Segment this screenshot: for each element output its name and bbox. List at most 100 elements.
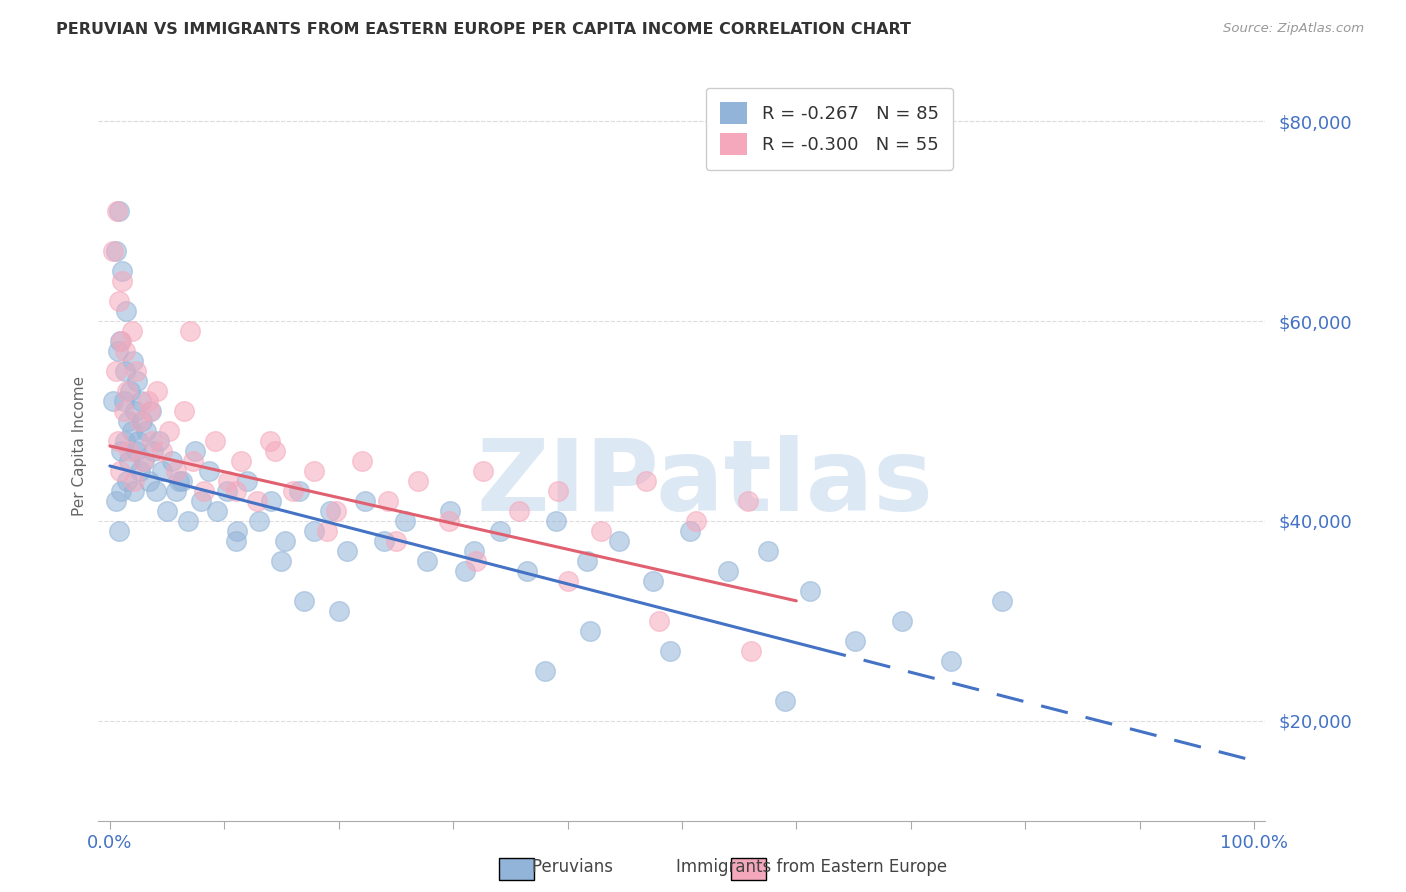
Point: [125, 444, 148, 458]
Point: [139, 404, 162, 418]
Point: [114, 364, 136, 378]
Point: [207, 504, 229, 518]
Point: [204, 434, 226, 448]
Point: [108, 334, 131, 348]
Point: [190, 494, 212, 508]
Point: [406, 474, 429, 488]
Point: [107, 344, 129, 359]
Point: [302, 524, 325, 538]
Point: [108, 294, 131, 309]
Point: [111, 274, 134, 288]
Y-axis label: Per Capita Income: Per Capita Income: [72, 376, 87, 516]
Point: [287, 483, 309, 498]
Point: [141, 434, 163, 448]
Point: [737, 494, 759, 508]
Point: [336, 544, 359, 558]
Point: [173, 404, 195, 418]
Point: [259, 434, 281, 448]
Point: [636, 474, 658, 488]
Text: PERUVIAN VS IMMIGRANTS FROM EASTERN EUROPE PER CAPITA INCOME CORRELATION CHART: PERUVIAN VS IMMIGRANTS FROM EASTERN EURO…: [56, 22, 911, 37]
Point: [152, 444, 174, 458]
Point: [127, 434, 149, 448]
Point: [148, 434, 170, 448]
Point: [939, 654, 962, 668]
Point: [183, 454, 205, 468]
Point: [107, 434, 129, 448]
Point: [325, 504, 347, 518]
Legend: R = -0.267   N = 85, R = -0.300   N = 55: R = -0.267 N = 85, R = -0.300 N = 55: [706, 88, 953, 169]
Point: [129, 394, 152, 409]
Point: [437, 514, 460, 528]
Point: [740, 644, 762, 658]
Point: [117, 414, 139, 428]
Point: [110, 334, 132, 348]
Point: [354, 494, 377, 508]
Point: [108, 204, 131, 219]
Point: [274, 533, 297, 548]
Point: [104, 244, 127, 259]
Point: [463, 544, 485, 558]
Point: [176, 514, 198, 528]
Point: [225, 483, 247, 498]
Point: [557, 574, 579, 588]
Point: [589, 524, 612, 538]
Point: [439, 504, 461, 518]
Point: [292, 594, 315, 608]
Point: [105, 204, 128, 219]
Point: [416, 554, 439, 568]
Text: Peruvians: Peruvians: [512, 858, 613, 876]
Point: [547, 483, 569, 498]
Point: [165, 464, 187, 478]
Point: [167, 474, 190, 488]
Point: [128, 464, 150, 478]
Point: [156, 504, 179, 518]
Point: [121, 324, 143, 338]
Point: [231, 454, 253, 468]
Point: [215, 483, 238, 498]
Point: [465, 554, 488, 568]
Point: [108, 524, 131, 538]
Point: [122, 474, 145, 488]
Point: [260, 494, 283, 508]
Point: [136, 394, 159, 409]
Point: [544, 514, 567, 528]
Point: [134, 454, 156, 468]
Point: [318, 504, 340, 518]
Point: [659, 644, 682, 658]
Point: [385, 533, 408, 548]
Point: [799, 583, 821, 598]
Point: [607, 533, 630, 548]
Point: [225, 533, 247, 548]
Point: [373, 533, 395, 548]
Point: [316, 524, 339, 538]
Point: [104, 494, 127, 508]
FancyBboxPatch shape: [731, 858, 766, 880]
Point: [121, 354, 143, 368]
Point: [328, 604, 350, 618]
Point: [183, 444, 205, 458]
Point: [890, 614, 912, 628]
Point: [115, 474, 138, 488]
Point: [679, 524, 702, 538]
Point: [110, 483, 132, 498]
Point: [533, 664, 555, 678]
Point: [128, 414, 150, 428]
Point: [145, 483, 167, 498]
Point: [489, 524, 512, 538]
Point: [152, 464, 174, 478]
Text: ZIPatlas: ZIPatlas: [477, 435, 934, 532]
Point: [263, 444, 285, 458]
Point: [193, 483, 215, 498]
Point: [135, 424, 157, 438]
Point: [146, 384, 169, 398]
Point: [350, 454, 373, 468]
Point: [508, 504, 530, 518]
Point: [516, 564, 538, 578]
Point: [648, 614, 671, 628]
Point: [281, 483, 304, 498]
Point: [270, 554, 292, 568]
Point: [302, 464, 325, 478]
Point: [114, 344, 136, 359]
Point: [394, 514, 416, 528]
Point: [579, 624, 602, 638]
